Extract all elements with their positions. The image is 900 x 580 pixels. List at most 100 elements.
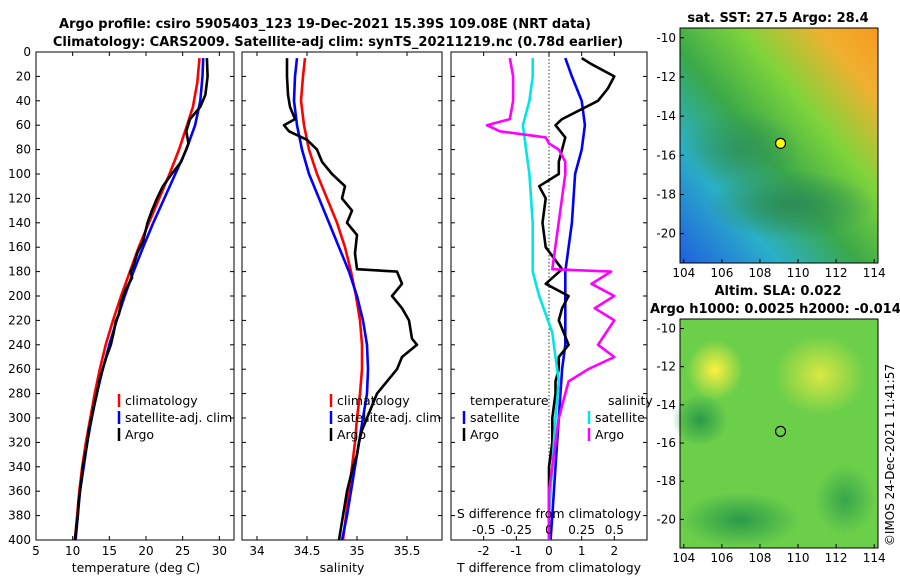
- title-line-2: Climatology: CARS2009. Satellite-adj cli…: [53, 35, 623, 50]
- legend-label-argo: Argo: [125, 427, 154, 442]
- map-x-tick-label: 112: [825, 551, 848, 565]
- depth-tick-label: 240: [8, 338, 31, 352]
- map-x-tick-label: 112: [825, 266, 848, 280]
- x-tick-label: 20: [138, 544, 153, 558]
- s-tick-label: 0.5: [605, 523, 624, 537]
- s-tick-label: -0.5: [472, 523, 495, 537]
- map-x-tick-label: 106: [710, 551, 733, 565]
- series-temperature-argo: [537, 56, 616, 540]
- sla-map-axes: 104 106 108 110 112 114 -10 -12 -14 -16 -18 -20: [656, 322, 885, 565]
- sla-low-patch: [672, 394, 728, 446]
- depth-tick-label: 280: [8, 387, 31, 401]
- temperature-plot: [73, 57, 209, 540]
- x-tick-label: 0: [545, 544, 553, 558]
- sst-map-title: sat. SST: 27.5 Argo: 28.4: [687, 11, 868, 26]
- series-argo: [282, 58, 419, 540]
- depth-tick-label: 180: [8, 265, 31, 279]
- sla-high-patch: [775, 335, 865, 415]
- x-tick-label: 15: [102, 544, 117, 558]
- sla-low-patch: [815, 465, 875, 535]
- map-y-tick-label: -10: [656, 322, 676, 336]
- sst-map-axes: 104 106 108 110 112 114 -10 -12 -14 -16 -18 -20: [656, 31, 885, 280]
- x-tick-label: 2: [611, 544, 619, 558]
- sla-map-frame: [679, 318, 879, 549]
- depth-tick-label: 380: [8, 509, 31, 523]
- map-y-tick-label: -18: [656, 474, 676, 488]
- temperature-legend: climatology satellite-adj. clim Argo: [117, 393, 232, 442]
- map-x-tick-label: 108: [749, 266, 772, 280]
- x-tick-label: 1: [578, 544, 586, 558]
- depth-tick-label: 260: [8, 362, 31, 376]
- x-tick-label: -1: [510, 544, 522, 558]
- map-x-tick-label: 104: [672, 266, 695, 280]
- sla-high-patch: [687, 340, 743, 400]
- depth-tick-label: 120: [8, 191, 31, 205]
- map-x-tick-label: 104: [672, 551, 695, 565]
- depth-tick-label: 60: [16, 118, 31, 132]
- sla-map-subtitle: Argo h1000: 0.0025 h2000: -0.014: [650, 302, 900, 317]
- title-line-1: Argo profile: csiro 5905403_123 19-Dec-2…: [59, 17, 591, 32]
- depth-tick-label: 160: [8, 240, 31, 254]
- salinity-axis: 34 34.5 35 35.5: [242, 51, 442, 558]
- map-y-tick-label: -14: [656, 109, 676, 123]
- sst-argo-float-marker: [774, 137, 787, 149]
- x-tick-label: 35: [349, 544, 364, 558]
- sla-argo-float-marker: [774, 425, 787, 438]
- map-y-tick-label: -20: [656, 512, 676, 526]
- sst-cool-patch: [680, 110, 800, 190]
- depth-tick-label: 300: [8, 411, 31, 425]
- s-difference-ticks: -0.5 -0.25 0 0.25 0.5: [472, 523, 624, 537]
- legend-title-temperature: temperature: [470, 393, 549, 408]
- imos-timestamp: ©IMOS 24-Dec-2021 11:41:57: [883, 364, 897, 546]
- sla-low-patch: [680, 492, 800, 548]
- legend-title-salinity: salinity: [608, 393, 653, 408]
- x-tick-label: 10: [65, 544, 80, 558]
- map-y-tick-label: -20: [656, 227, 676, 241]
- legend-label-argo: Argo: [337, 427, 366, 442]
- depth-tick-label: 20: [16, 69, 31, 83]
- x-tick-label: 5: [32, 544, 40, 558]
- salinity-xlabel: salinity: [320, 560, 365, 575]
- s-difference-label: S difference from climatology: [457, 506, 642, 521]
- legend-label-satellite: satellite-adj. clim: [337, 410, 441, 425]
- x-tick-label: 35.5: [394, 544, 421, 558]
- series-salinity-argo: [485, 57, 616, 540]
- temperature-panel-frame: [35, 51, 235, 541]
- salinity-legend: climatology satellite-adj. clim Argo: [329, 393, 441, 442]
- depth-tick-label: 220: [8, 313, 31, 327]
- depth-tick-label: 340: [8, 460, 31, 474]
- x-tick-label: 34.5: [294, 544, 321, 558]
- series-climatology: [73, 57, 201, 540]
- depth-tick-label: 140: [8, 216, 31, 230]
- sla-map: [672, 318, 879, 549]
- s-tick-label: -0.25: [501, 523, 532, 537]
- x-tick-label: 25: [175, 544, 190, 558]
- x-tick-label: -2: [478, 544, 490, 558]
- legend-label-satellite: satellite-adj. clim: [125, 410, 232, 425]
- difference-axis: -2 -1 0 1 2: [451, 51, 647, 558]
- salinity-panel-frame: [241, 51, 443, 541]
- depth-tick-label: 320: [8, 435, 31, 449]
- difference-legend: temperature satellite Argo salinity sate…: [462, 393, 653, 442]
- map-y-tick-label: -12: [656, 360, 676, 374]
- difference-plot: [485, 56, 616, 540]
- map-y-tick-label: -18: [656, 187, 676, 201]
- temperature-xlabel: temperature (deg C): [72, 560, 201, 575]
- map-y-tick-label: -12: [656, 70, 676, 84]
- legend-label-climatology: climatology: [125, 393, 198, 408]
- s-tick-label: 0.25: [568, 523, 595, 537]
- depth-tick-label: 400: [8, 533, 31, 547]
- sla-map-title: Altim. SLA: 0.022: [715, 284, 842, 299]
- legend-label-t-argo: Argo: [470, 427, 499, 442]
- map-y-tick-label: -14: [656, 398, 676, 412]
- map-y-tick-label: -16: [656, 148, 676, 162]
- map-x-tick-label: 110: [787, 551, 810, 565]
- x-tick-label: 30: [212, 544, 227, 558]
- legend-label-s-satellite: satellite: [595, 410, 645, 425]
- x-tick-label: 34: [249, 544, 264, 558]
- map-x-tick-label: 106: [710, 266, 733, 280]
- depth-tick-label: 80: [16, 143, 31, 157]
- depth-axis: 0 20 40 60 80 100 120 140 160 180 200 220 240 260 280 3…: [8, 45, 31, 547]
- depth-tick-label: 360: [8, 484, 31, 498]
